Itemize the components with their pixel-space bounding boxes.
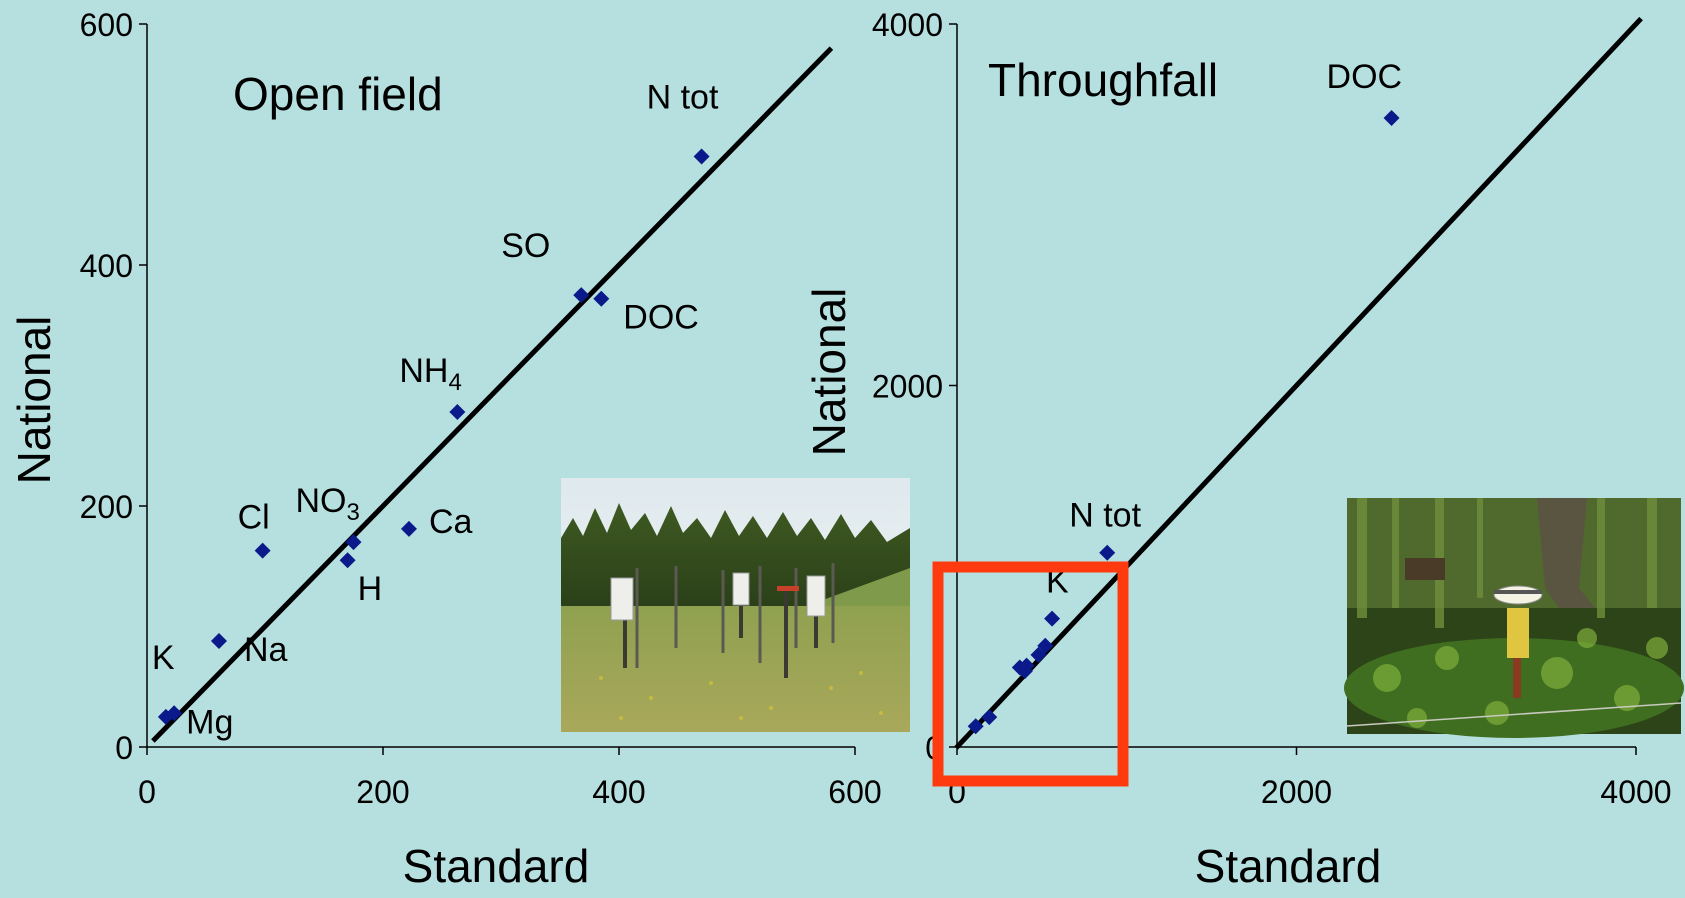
left-data-point [449, 404, 466, 421]
right-y-tick-label: 4000 [872, 7, 943, 43]
left-data-point [166, 705, 183, 722]
right-data-point [1030, 646, 1047, 663]
left-data-point [573, 287, 590, 304]
left-one-to-one-line [151, 46, 834, 743]
left-point-label: SO [501, 227, 550, 265]
left-point-label: DOC [623, 299, 699, 337]
left-data-point [339, 552, 356, 569]
left-point-label: K [152, 639, 175, 677]
right-x-tick-label: 2000 [1261, 774, 1332, 810]
left-point-label: H [358, 570, 383, 608]
right-one-to-one-line [954, 16, 1643, 750]
left-x-tick-label: 400 [592, 774, 645, 810]
right-panel-title: Throughfall [988, 54, 1218, 106]
left-series: N tot SO DOC NH4 Ca NO3 H Cl Na K Mg [152, 79, 719, 742]
left-y-tick-label: 0 [115, 730, 133, 766]
left-point-label: Cl [238, 499, 270, 537]
highlight-box [932, 561, 1129, 787]
open-field-collector-photo [561, 478, 910, 732]
left-x-tick-label: 600 [828, 774, 881, 810]
right-y-tick-label: 2000 [872, 369, 943, 405]
left-x-tick-label: 200 [356, 774, 409, 810]
left-data-point [254, 542, 271, 559]
left-x-tick-label: 0 [138, 774, 156, 810]
left-point-label: Mg [186, 703, 233, 741]
right-data-point [1099, 544, 1116, 561]
left-point-label: NO3 [296, 482, 360, 526]
left-point-label: Ca [429, 503, 473, 541]
right-data-point [1383, 109, 1400, 126]
left-data-point [693, 148, 710, 165]
left-axis-ticks: 0 200 400 600 0 200 400 600 [80, 7, 882, 810]
left-point-label: NH4 [399, 352, 461, 396]
left-data-point [345, 534, 362, 551]
left-y-tick-label: 400 [80, 248, 133, 284]
throughfall-collector-photo [1344, 498, 1684, 738]
left-y-tick-label: 600 [80, 7, 133, 43]
left-data-point [400, 520, 417, 537]
left-point-label: N tot [647, 79, 719, 117]
left-data-point [593, 290, 610, 307]
left-x-axis-title: Standard [403, 840, 590, 892]
left-y-tick-label: 200 [80, 489, 133, 525]
right-y-axis-title: National [803, 288, 855, 457]
right-data-point [967, 718, 984, 735]
right-data-point [981, 709, 998, 726]
right-data-point [1016, 663, 1033, 680]
left-point-label: Na [244, 631, 288, 669]
open-field-panel: 0 200 400 600 0 200 400 600 N tot SO DOC NH4 Ca NO3 H… [8, 7, 882, 892]
left-data-point [210, 632, 227, 649]
left-panel-title: Open field [233, 68, 443, 120]
right-point-label: DOC [1327, 58, 1403, 96]
right-point-label: N tot [1069, 497, 1141, 535]
right-x-axis-title: Standard [1195, 840, 1382, 892]
right-x-tick-label: 4000 [1600, 774, 1671, 810]
right-data-point [1044, 610, 1061, 627]
left-y-axis-title: National [8, 316, 60, 485]
